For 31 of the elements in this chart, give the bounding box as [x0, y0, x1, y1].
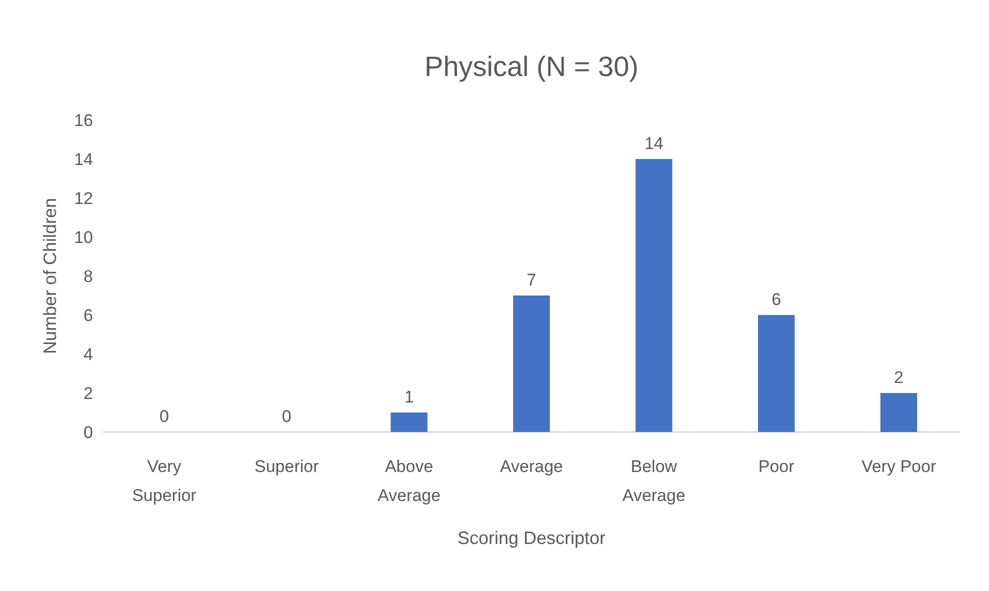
bar [880, 393, 918, 432]
y-tick-label: 16 [74, 110, 93, 130]
bar [636, 159, 672, 432]
y-tick-label: 2 [84, 384, 93, 403]
y-tick-label: 10 [74, 228, 93, 247]
x-tick-label: Average [500, 457, 564, 476]
bar [513, 296, 550, 432]
x-tick-label: Above Average [378, 457, 441, 505]
data-label: 14 [644, 134, 664, 153]
y-tick-label: 0 [84, 422, 93, 442]
y-axis-title: Number of Children [40, 198, 60, 354]
y-tick-label: 12 [74, 188, 93, 208]
x-tick-label: Below Average [622, 457, 686, 505]
y-tick-label: 4 [84, 344, 93, 364]
y-tick-label: 14 [74, 150, 93, 169]
data-label: 2 [894, 368, 904, 387]
x-tick-label: Superior [254, 457, 320, 476]
y-tick-label: 6 [84, 306, 93, 325]
x-tick-label: Very Superior [132, 457, 197, 505]
data-label: 0 [282, 407, 292, 426]
y-tick-label: 8 [84, 266, 93, 286]
x-tick-label: Very Poor [861, 457, 936, 476]
bar [390, 412, 428, 432]
x-tick-label: Poor [758, 457, 795, 476]
data-label: 7 [526, 270, 536, 290]
data-label: 6 [772, 290, 782, 309]
x-axis-title: Scoring Descriptor [457, 528, 606, 548]
data-label: 1 [404, 388, 414, 406]
data-label: 0 [159, 407, 169, 426]
chart-title: Physical (N = 30) [424, 51, 638, 82]
bar [758, 315, 795, 432]
